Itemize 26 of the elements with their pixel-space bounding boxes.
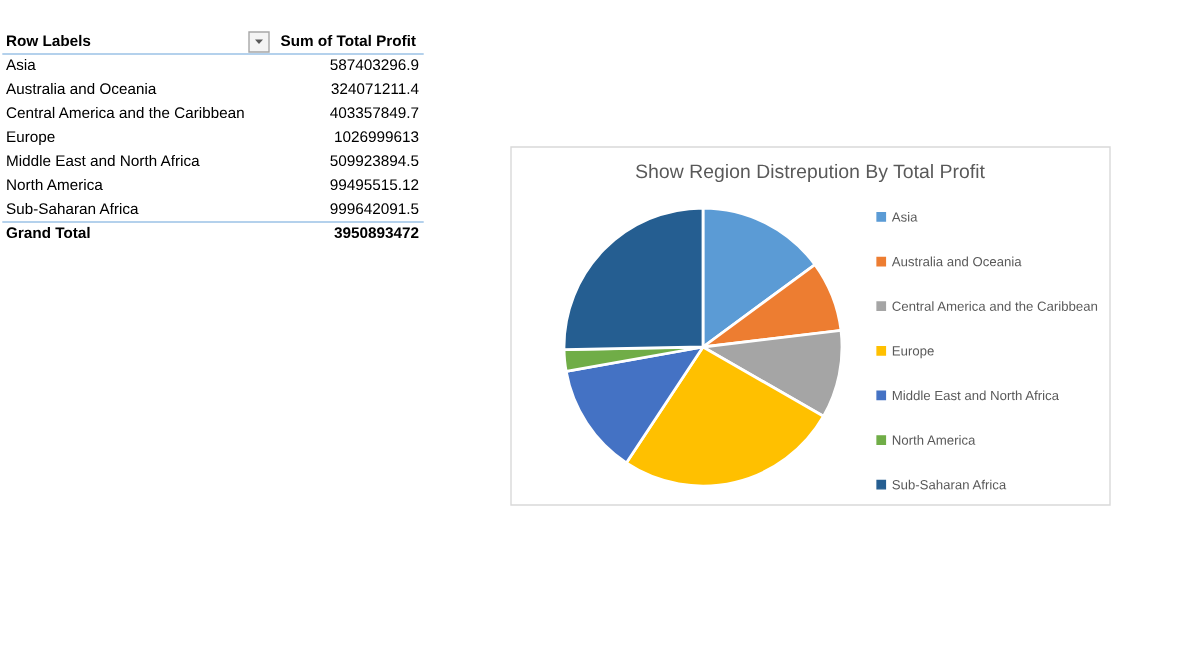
text: Grand Total: [6, 226, 90, 239]
text: Sum of Total Profit: [280, 34, 416, 47]
category-label: Europe: [7, 131, 55, 146]
legend-label: Europe: [892, 346, 934, 359]
data-label: 587403296.9: [330, 59, 419, 71]
text: Show Region Distrepution By Total Profit: [635, 163, 985, 183]
data-label: 403357849.7: [330, 107, 419, 119]
data-label: 99495515.12: [330, 179, 419, 191]
data-label: 1026999613: [335, 131, 419, 143]
category-label: Australia and Oceania: [6, 82, 157, 95]
data-label: 999642091.5: [330, 203, 419, 215]
legend-label: Sub-Saharan Africa: [892, 479, 1007, 490]
category-label: Asia: [6, 58, 36, 71]
category-label: Middle East and North Africa: [7, 154, 200, 167]
text: 3950893472: [334, 227, 419, 239]
legend-label: Central America and the Caribbean: [892, 301, 1098, 311]
category-label: Central America and the Caribbean: [6, 106, 244, 119]
legend-label: Australia and Oceania: [891, 256, 1022, 267]
legend-label: Middle East and North Africa: [892, 390, 1059, 401]
data-label: 509923894.5: [330, 155, 419, 167]
data-label: 324071211.4: [331, 83, 419, 95]
legend-label: Asia: [891, 211, 918, 222]
text: Row Labels: [7, 34, 91, 47]
category-label: North America: [7, 178, 103, 191]
legend-label: North America: [892, 435, 976, 445]
category-label: Sub-Saharan Africa: [6, 202, 139, 215]
